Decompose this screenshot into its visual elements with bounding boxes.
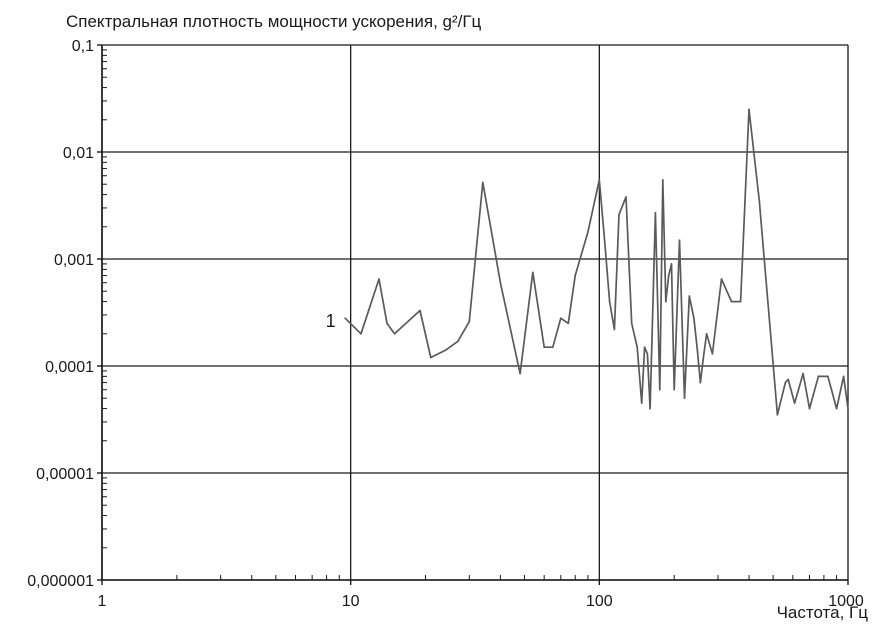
data-point xyxy=(419,309,421,312)
data-point xyxy=(560,317,562,320)
annotations: 1 xyxy=(326,311,336,331)
data-point xyxy=(654,212,657,214)
x-tick-label: 1000 xyxy=(828,593,864,610)
x-tick-labels: 1 10 100 1000 xyxy=(98,593,864,610)
data-point xyxy=(842,375,845,378)
data-point xyxy=(770,337,772,340)
data-point xyxy=(667,274,670,277)
data-point xyxy=(625,196,627,198)
y-tick-labels: 0,000001 0,00001 0,0001 0,001 0,01 0,1 xyxy=(27,38,94,590)
data-point xyxy=(793,402,796,404)
data-point xyxy=(673,388,675,391)
data-point xyxy=(739,300,742,303)
grid-lines xyxy=(101,44,849,581)
minor-ticks xyxy=(102,49,838,580)
y-tick-label: 0,001 xyxy=(54,252,94,269)
data-point xyxy=(444,349,447,352)
data-point xyxy=(499,281,502,284)
data-point xyxy=(705,333,708,335)
data-point xyxy=(847,407,849,410)
data-point xyxy=(776,414,779,416)
data-point xyxy=(678,239,681,241)
data-point xyxy=(748,108,750,111)
data-point xyxy=(587,230,589,233)
data-point xyxy=(519,372,521,375)
data-point xyxy=(532,271,534,274)
data-point xyxy=(699,381,702,384)
x-axis-label: Частота, Гц xyxy=(777,603,869,622)
data-point xyxy=(643,346,646,349)
axes xyxy=(97,44,849,585)
data-point xyxy=(665,300,667,303)
data-point xyxy=(802,372,804,375)
data-point xyxy=(662,179,664,181)
data-point xyxy=(683,397,686,400)
data-point xyxy=(630,322,633,325)
data-point xyxy=(670,263,673,265)
series-group xyxy=(344,108,849,416)
data-point xyxy=(386,322,388,325)
data-point xyxy=(649,407,651,410)
x-tick-label: 1 xyxy=(98,593,107,610)
y-tick-label: 0,00001 xyxy=(36,466,94,483)
data-point xyxy=(468,320,471,323)
x-tick-label: 100 xyxy=(586,593,613,610)
data-point xyxy=(827,375,829,378)
data-point xyxy=(567,322,570,325)
y-tick-label: 0,000001 xyxy=(27,573,94,590)
data-point xyxy=(457,340,459,343)
data-point xyxy=(613,328,616,331)
data-point xyxy=(543,346,545,349)
data-point xyxy=(784,381,787,384)
x-tick-label: 10 xyxy=(342,593,360,610)
data-point xyxy=(574,274,576,277)
y-axis-label: Спектральная плотность мощности ускорени… xyxy=(66,12,482,31)
data-point xyxy=(430,356,432,359)
data-point xyxy=(344,317,346,320)
data-point xyxy=(636,346,638,349)
data-point xyxy=(835,407,838,410)
data-point xyxy=(598,179,601,181)
data-point xyxy=(552,346,554,349)
data-point xyxy=(608,300,611,303)
data-point xyxy=(688,295,691,297)
data-point xyxy=(640,402,643,404)
data-point xyxy=(482,181,484,184)
data-point xyxy=(817,375,820,378)
data-point xyxy=(696,349,699,352)
data-point xyxy=(659,388,661,391)
data-point xyxy=(360,333,362,335)
data-point xyxy=(693,317,695,320)
data-point xyxy=(618,213,620,216)
data-point xyxy=(758,200,761,202)
data-point xyxy=(603,239,606,241)
data-point xyxy=(787,378,789,381)
data-point xyxy=(646,353,649,355)
y-tick-label: 0,1 xyxy=(72,38,94,55)
y-tick-label: 0,01 xyxy=(63,145,94,162)
y-tick-label: 0,0001 xyxy=(45,359,94,376)
data-point xyxy=(378,278,380,280)
data-point xyxy=(702,356,705,359)
data-point xyxy=(730,300,733,303)
data-point xyxy=(711,353,714,355)
data-point xyxy=(393,333,396,335)
data-point xyxy=(808,407,811,410)
series-annotation: 1 xyxy=(326,311,336,331)
series-line xyxy=(344,108,849,416)
data-point xyxy=(720,278,723,280)
